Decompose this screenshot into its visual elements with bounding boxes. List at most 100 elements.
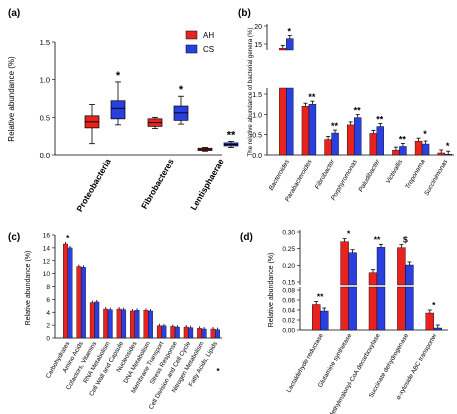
x-tick-label: Fibrobacteres bbox=[139, 157, 176, 211]
y-tick-label: 0.15 bbox=[282, 280, 295, 287]
y-tick-label: 10 bbox=[43, 271, 51, 278]
x-tick-label: Treponema bbox=[404, 158, 427, 190]
bar bbox=[94, 301, 100, 339]
bar bbox=[210, 328, 216, 339]
y-tick-label: 1.5 bbox=[40, 38, 50, 47]
bar bbox=[121, 309, 127, 339]
bar bbox=[368, 286, 378, 331]
bar bbox=[170, 326, 176, 339]
bar bbox=[183, 326, 189, 339]
bar bbox=[63, 243, 68, 339]
bar bbox=[405, 286, 414, 331]
bar bbox=[156, 325, 162, 339]
bar bbox=[103, 308, 109, 339]
panel-label: (b) bbox=[238, 8, 251, 19]
bar bbox=[148, 310, 153, 339]
panel-label: (d) bbox=[240, 232, 253, 243]
y-tick-label: 14 bbox=[43, 245, 51, 252]
y-tick-label: 0.00 bbox=[282, 328, 295, 335]
y-tick-label: 0.0 bbox=[252, 153, 262, 160]
y-tick-label: 1.0 bbox=[252, 112, 262, 119]
x-tick-label: Victivallis bbox=[385, 158, 405, 185]
bar bbox=[340, 241, 349, 286]
bar bbox=[308, 103, 317, 156]
y-tick-label: 0.20 bbox=[282, 263, 295, 270]
x-tick-label: Paludibacter bbox=[357, 158, 382, 194]
y-tick-label: 20 bbox=[254, 24, 262, 31]
panel-a: (a) 0.0 0.5 1.0 1.5 Relative abundance (%) * Pr… bbox=[7, 8, 239, 214]
bar bbox=[331, 132, 339, 156]
bar bbox=[421, 143, 430, 156]
y-tick-label: 0.0 bbox=[40, 151, 50, 160]
bar bbox=[130, 310, 135, 339]
panel-label: (a) bbox=[8, 8, 20, 19]
bar bbox=[143, 310, 149, 339]
x-tick-label: Succinimonas bbox=[423, 158, 450, 197]
bar bbox=[397, 247, 406, 286]
y-tick-label: 2 bbox=[46, 323, 50, 330]
y-tick-label: 1.5 bbox=[252, 92, 262, 99]
y-tick-label: 0.02 bbox=[282, 318, 295, 325]
bar bbox=[161, 325, 167, 339]
bar bbox=[346, 124, 355, 156]
bar bbox=[376, 247, 386, 286]
panel-d: (d) 0.30 0.25 0.20 0.150.08 0.06 0.04 0.02 0.00 R… bbox=[240, 229, 448, 414]
bar bbox=[437, 152, 445, 156]
bar bbox=[348, 252, 357, 286]
panel-label: (c) bbox=[8, 232, 20, 243]
y-tick-label: 0.06 bbox=[282, 298, 295, 305]
bar bbox=[425, 312, 434, 331]
y-tick-label: 0.30 bbox=[282, 230, 295, 237]
bar bbox=[348, 286, 357, 331]
y-tick-label: 6 bbox=[46, 297, 50, 304]
bar bbox=[134, 310, 140, 339]
bar bbox=[399, 146, 407, 156]
axis-break-gap bbox=[268, 51, 455, 87]
x-tick-label: Methylmalonyl-CoA decarboxylase bbox=[327, 332, 382, 414]
bar bbox=[312, 304, 321, 331]
bar bbox=[392, 149, 400, 156]
legend-swatch-cs bbox=[185, 44, 198, 54]
y-axis-label: Relative abundance (%) bbox=[7, 56, 16, 142]
bar bbox=[340, 286, 349, 331]
bar bbox=[353, 117, 362, 156]
y-tick-label: 16 bbox=[43, 233, 51, 240]
x-tick-label: Lentisphaerae bbox=[188, 157, 226, 212]
bar bbox=[369, 133, 378, 156]
y-tick-label: 8 bbox=[46, 284, 50, 291]
significance-mark: * bbox=[216, 367, 220, 376]
y-tick-label: 0.5 bbox=[252, 133, 262, 140]
bar bbox=[215, 329, 220, 339]
bar bbox=[279, 48, 287, 51]
legend-swatch-ah bbox=[185, 30, 198, 40]
x-tick-label: Bacteroides bbox=[268, 158, 292, 192]
significance-mark: ** bbox=[399, 134, 407, 144]
bar bbox=[286, 38, 294, 51]
bar bbox=[397, 286, 406, 331]
significance-mark: ** bbox=[308, 92, 316, 102]
y-axis-label: Relative abundance (%) bbox=[25, 251, 32, 326]
bar bbox=[433, 327, 442, 331]
bar bbox=[107, 309, 113, 339]
bar bbox=[67, 247, 73, 339]
bar bbox=[80, 267, 86, 339]
bar bbox=[414, 140, 423, 156]
significance-mark: * bbox=[116, 70, 121, 82]
y-tick-label: 0.5 bbox=[40, 113, 50, 122]
significance-mark: ** bbox=[374, 234, 381, 244]
y-axis-label: The relative abundance of bacterial gene… bbox=[247, 28, 254, 157]
y-axis-label: Relative abundance (%) bbox=[268, 253, 275, 328]
bar bbox=[376, 126, 385, 156]
significance-mark: * bbox=[432, 300, 436, 310]
bar bbox=[89, 302, 95, 339]
legend-label-ah: AH bbox=[203, 31, 214, 40]
significance-mark: ** bbox=[376, 115, 384, 125]
x-tick-label: Proteobacteria bbox=[74, 157, 113, 214]
y-tick-label: 4 bbox=[46, 310, 50, 317]
significance-mark: ** bbox=[227, 129, 236, 141]
bar bbox=[174, 326, 180, 339]
y-tick-label: 0.08 bbox=[282, 288, 295, 295]
y-tick-label: 0 bbox=[46, 336, 50, 343]
significance-mark: ** bbox=[317, 292, 324, 302]
